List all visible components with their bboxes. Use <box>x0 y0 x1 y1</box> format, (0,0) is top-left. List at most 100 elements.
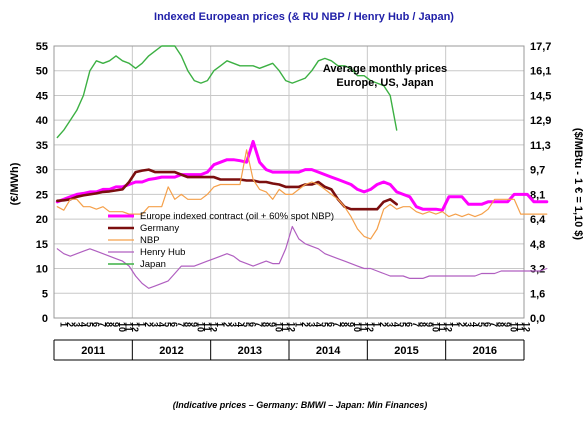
month-tick-label: 4 <box>156 322 166 327</box>
legend-label: NBP <box>140 235 160 246</box>
month-tick-label: 1 <box>58 322 68 327</box>
month-tick-label: 5 <box>476 322 486 327</box>
month-tick-label: 11 <box>437 322 447 332</box>
month-tick-label: 2 <box>378 322 388 327</box>
series-lines <box>55 45 549 289</box>
y-right-tick-label: 17,7 <box>530 41 551 53</box>
annotation-line-2: Europe, US, Japan <box>336 77 433 89</box>
plot-frame <box>53 45 525 319</box>
y-axis-right-label: ($/MBtu - 1 € = 1,10 $) <box>572 128 584 241</box>
year-label: 2013 <box>238 345 262 357</box>
y-right-tick-label: 16,1 <box>530 66 551 78</box>
month-tick-label: 12 <box>287 322 297 332</box>
month-tick-label: 4 <box>391 322 401 327</box>
month-tick-label: 3 <box>306 322 316 327</box>
month-tick-label: 7 <box>254 322 264 327</box>
month-tick-label: 4 <box>470 322 480 327</box>
y-left-tick-label: 30 <box>36 165 48 177</box>
legend-label: Europe indexed contract (oil + 60% spot … <box>140 211 334 222</box>
y-left-tick-label: 15 <box>36 239 48 251</box>
month-tick-label: 1 <box>293 322 303 327</box>
month-tick-label: 10 <box>430 322 440 332</box>
month-tick-label: 7 <box>332 322 342 327</box>
legend-label: Germany <box>140 223 179 234</box>
month-tick-label: 3 <box>71 322 81 327</box>
month-tick-label: 1 <box>372 322 382 327</box>
month-tick-label: 10 <box>352 322 362 332</box>
series-line-3 <box>56 225 548 289</box>
year-label: 2011 <box>81 345 105 357</box>
month-tick-label: 8 <box>417 322 427 327</box>
year-label: 2012 <box>159 345 183 357</box>
month-tick-label: 11 <box>280 322 290 332</box>
month-tick-label: 10 <box>195 322 205 332</box>
month-tick-label: 10 <box>509 322 519 332</box>
month-tick-label: 8 <box>104 322 114 327</box>
y-left-tick-label: 0 <box>42 313 48 325</box>
legend: Europe indexed contract (oil + 60% spot … <box>108 211 334 270</box>
legend-label: Japan <box>140 259 166 270</box>
month-tick-label: 10 <box>274 322 284 332</box>
month-tick-label: 5 <box>241 322 251 327</box>
month-tick-label: 9 <box>424 322 434 327</box>
y-right-tick-label: 3,2 <box>530 264 545 276</box>
y-left-tick-label: 20 <box>36 214 48 226</box>
month-tick-label: 12 <box>130 322 140 332</box>
y-left-tick-label: 55 <box>36 41 48 53</box>
month-tick-label: 4 <box>313 322 323 327</box>
y-right-tick-label: 14,5 <box>530 90 551 102</box>
y-right-tick-label: 6,4 <box>530 214 546 226</box>
y-right-tick-label: 4,8 <box>530 239 545 251</box>
month-tick-label: 3 <box>228 322 238 327</box>
y-right-tick-label: 11,3 <box>530 140 551 152</box>
y-left-tick-label: 45 <box>36 90 48 102</box>
month-tick-label: 11 <box>359 322 369 332</box>
y-right-tick-label: 1,6 <box>530 288 545 300</box>
annotation-line-1: Average monthly prices <box>323 63 447 75</box>
month-tick-label: 7 <box>97 322 107 327</box>
series-line-0 <box>55 139 549 212</box>
month-tick-label: 12 <box>208 322 218 332</box>
month-tick-label: 6 <box>483 322 493 327</box>
month-tick-label: 2 <box>65 322 75 327</box>
month-tick-label: 6 <box>91 322 101 327</box>
y-right-tick-label: 8,1 <box>530 189 545 201</box>
month-tick-label: 5 <box>84 322 94 327</box>
month-tick-label: 3 <box>150 322 160 327</box>
month-tick-label: 6 <box>169 322 179 327</box>
month-tick-label: 10 <box>117 322 127 332</box>
y-left-tick-label: 10 <box>36 264 48 276</box>
footer-note: (Indicative prices – Germany: BMWI – Jap… <box>173 400 428 410</box>
month-tick-label: 1 <box>450 322 460 327</box>
y-left-tick-label: 35 <box>36 140 48 152</box>
month-tick-label: 4 <box>78 322 88 327</box>
month-tick-label: 2 <box>300 322 310 327</box>
month-tick-label: 6 <box>248 322 258 327</box>
month-tick-label: 7 <box>411 322 421 327</box>
month-tick-label: 5 <box>398 322 408 327</box>
month-tick-label: 12 <box>522 322 532 332</box>
y-left-tick-label: 50 <box>36 66 48 78</box>
year-label: 2015 <box>394 345 418 357</box>
month-tick-label: 8 <box>261 322 271 327</box>
y-left-tick-label: 40 <box>36 115 48 127</box>
month-tick-label: 9 <box>110 322 120 327</box>
month-tick-label: 7 <box>176 322 186 327</box>
month-tick-label: 2 <box>456 322 466 327</box>
month-tick-label: 5 <box>319 322 329 327</box>
y-right-tick-label: 9,7 <box>530 165 545 177</box>
month-tick-label: 12 <box>443 322 453 332</box>
month-tick-label: 6 <box>404 322 414 327</box>
month-tick-label: 4 <box>235 322 245 327</box>
month-tick-label: 8 <box>496 322 506 327</box>
month-tick-label: 3 <box>385 322 395 327</box>
month-tick-label: 11 <box>515 322 525 332</box>
year-label: 2014 <box>316 345 341 357</box>
month-tick-label: 9 <box>345 322 355 327</box>
month-tick-label: 11 <box>202 322 212 332</box>
month-tick-label: 9 <box>267 322 277 327</box>
month-tick-label: 2 <box>221 322 231 327</box>
month-tick-label: 5 <box>163 322 173 327</box>
